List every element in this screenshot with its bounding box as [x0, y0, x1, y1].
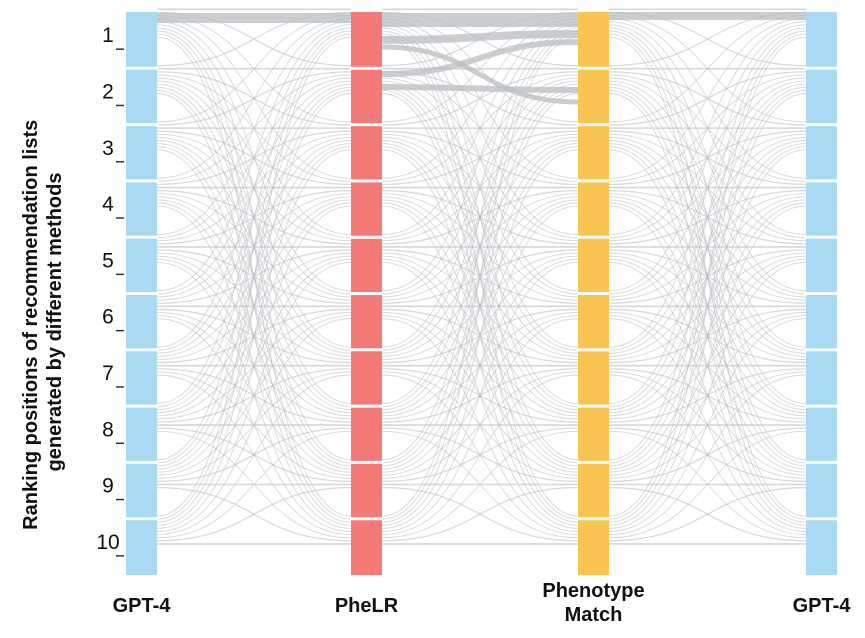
flow-link-col2-8-to-1	[381, 30, 579, 404]
flow-link-col3-10-to-7	[608, 374, 807, 536]
flow-link-col1-10-to-1	[156, 36, 352, 517]
tick-label-5: 5	[102, 249, 114, 272]
tick-label-2: 2	[102, 80, 114, 103]
tick-label-10: 10	[96, 531, 119, 554]
flow-link-col3-3-to-1	[608, 15, 807, 123]
tick-label-9: 9	[102, 475, 114, 498]
flow-link-col2-10-to-8	[381, 430, 579, 539]
flow-link-col2-10-to-4	[381, 205, 579, 526]
flow-link-col3-8-to-1	[608, 30, 807, 404]
flow-link-col1-10-to-5	[156, 261, 352, 529]
flow-link-col2-10-to-3	[381, 149, 579, 523]
flow-link-col3-5-to-1	[608, 21, 807, 235]
flow-link-col2-10-to-2	[381, 93, 579, 520]
y-axis-title-line-2: generated by different methods	[44, 173, 66, 472]
flow-link-col3-9-to-1	[608, 33, 807, 461]
tick-label-6: 6	[102, 306, 114, 329]
flow-link-col3-10-to-9	[608, 486, 807, 542]
flow-link-col1-10-to-7	[156, 374, 352, 536]
flow-link-col2-10-to-5	[381, 261, 579, 529]
flow-link-col1-10-to-2	[156, 93, 352, 520]
flow-link-col1-8-to-1	[156, 30, 352, 404]
flow-link-col1-6-to-1	[156, 24, 352, 292]
flow-link-col3-10-to-3	[608, 149, 807, 523]
flow-link-col3-7-to-1	[608, 27, 807, 348]
flow-link-col3-10-to-4	[608, 205, 807, 526]
flow-link-col2-9-to-1	[381, 33, 579, 461]
column-label-3: Phenotype Match	[542, 580, 644, 626]
flow-link-col3-10-to-2	[608, 93, 807, 520]
flow-link-col2-10-to-9	[381, 486, 579, 542]
flow-links	[156, 8, 807, 545]
flow-link-col1-10-to-4	[156, 205, 352, 526]
flow-link-col1-4-to-1	[156, 18, 352, 179]
flow-link-col1-10-to-9	[156, 486, 352, 542]
y-axis-title-line-1: Ranking positions of recommendation list…	[20, 120, 42, 530]
flow-link-col2-10-to-7	[381, 374, 579, 536]
flow-link-col3-10-to-1	[608, 36, 807, 517]
flow-link-col3-10-to-5	[608, 261, 807, 529]
flow-link-col3-10-to-8	[608, 430, 807, 539]
flow-link-col3-10-to-6	[608, 318, 807, 532]
flow-heavy-5	[381, 84, 579, 93]
flow-heavy-3	[381, 30, 579, 44]
flow-heavy-4	[381, 39, 579, 77]
flow-link-col1-5-to-1	[156, 21, 352, 235]
tick-label-7: 7	[102, 362, 114, 385]
tick-label-3: 3	[102, 137, 114, 160]
column-label-1: GPT-4	[113, 595, 172, 617]
flow-link-col2-10-to-1	[381, 36, 579, 517]
flow-heavy-6	[381, 44, 579, 105]
flow-link-col1-10-to-8	[156, 430, 352, 539]
column-labels: GPT-4 PheLR Phenotype Match GPT-4	[113, 580, 852, 626]
flow-link-col1-7-to-1	[156, 27, 352, 348]
flow-link-col1-10-to-3	[156, 149, 352, 523]
y-axis-title: Ranking positions of recommendation list…	[20, 114, 66, 530]
tick-label-4: 4	[102, 193, 114, 216]
flow-link-col1-9-to-1	[156, 33, 352, 461]
column-nodes	[125, 12, 838, 575]
flow-link-col1-10-to-6	[156, 318, 352, 532]
column-label-4: GPT-4	[793, 595, 852, 617]
flow-link-col2-10-to-6	[381, 318, 579, 532]
tick-label-8: 8	[102, 418, 114, 441]
flow-link-col3-6-to-1	[608, 24, 807, 292]
flow-link-col3-4-to-1	[608, 18, 807, 179]
y-axis-ticks: 1 2 3 4 5 6 7 8 9 10	[96, 24, 124, 557]
column-label-2: PheLR	[335, 595, 399, 617]
tick-label-1: 1	[102, 24, 114, 47]
